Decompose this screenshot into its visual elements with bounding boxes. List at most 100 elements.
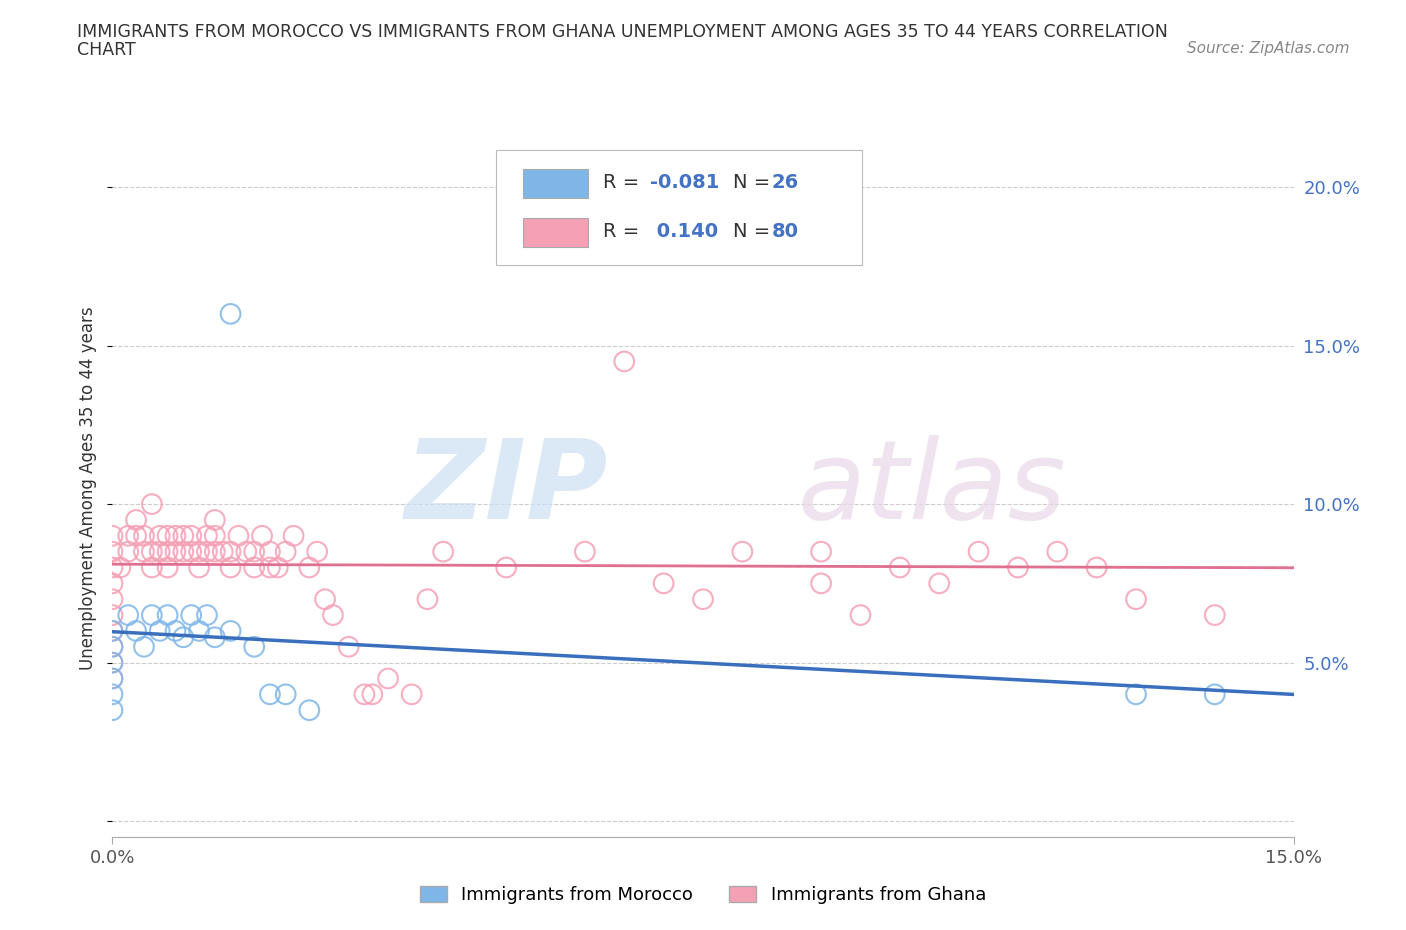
Point xyxy=(101,639,124,654)
Point xyxy=(188,623,211,638)
Point xyxy=(731,544,754,559)
Text: Source: ZipAtlas.com: Source: ZipAtlas.com xyxy=(1187,41,1350,56)
Point xyxy=(101,528,124,543)
Point xyxy=(298,703,321,718)
Point xyxy=(1204,687,1226,702)
Point xyxy=(141,607,163,622)
Point xyxy=(1007,560,1029,575)
Point xyxy=(322,607,344,622)
Text: 80: 80 xyxy=(772,222,799,241)
Point xyxy=(117,528,139,543)
Point xyxy=(283,528,305,543)
Point xyxy=(117,544,139,559)
Point xyxy=(195,607,218,622)
Point xyxy=(849,607,872,622)
Point xyxy=(928,576,950,591)
Point xyxy=(172,544,194,559)
Point xyxy=(141,497,163,512)
Point xyxy=(274,687,297,702)
FancyBboxPatch shape xyxy=(523,169,589,198)
Point xyxy=(195,544,218,559)
Point xyxy=(165,544,187,559)
Point xyxy=(117,607,139,622)
Point xyxy=(125,623,148,638)
Point xyxy=(337,639,360,654)
Point xyxy=(180,528,202,543)
Point xyxy=(188,544,211,559)
FancyBboxPatch shape xyxy=(496,150,862,265)
Point xyxy=(211,544,233,559)
Text: N =: N = xyxy=(733,173,776,193)
Point xyxy=(101,655,124,670)
Text: IMMIGRANTS FROM MOROCCO VS IMMIGRANTS FROM GHANA UNEMPLOYMENT AMONG AGES 35 TO 4: IMMIGRANTS FROM MOROCCO VS IMMIGRANTS FR… xyxy=(77,23,1168,41)
Point xyxy=(132,544,155,559)
Point xyxy=(101,623,124,638)
Text: R =: R = xyxy=(603,222,645,241)
Point xyxy=(243,560,266,575)
Point xyxy=(141,544,163,559)
FancyBboxPatch shape xyxy=(523,218,589,247)
Point xyxy=(243,639,266,654)
Point xyxy=(228,528,250,543)
Point xyxy=(259,544,281,559)
Point xyxy=(1204,607,1226,622)
Point xyxy=(132,528,155,543)
Point xyxy=(101,623,124,638)
Point xyxy=(259,687,281,702)
Point xyxy=(298,560,321,575)
Point xyxy=(219,544,242,559)
Point xyxy=(149,544,172,559)
Point xyxy=(165,528,187,543)
Point xyxy=(314,591,336,606)
Point xyxy=(889,560,911,575)
Point xyxy=(416,591,439,606)
Point xyxy=(353,687,375,702)
Point xyxy=(967,544,990,559)
Text: N =: N = xyxy=(733,222,776,241)
Point xyxy=(101,544,124,559)
Text: ZIP: ZIP xyxy=(405,434,609,542)
Point xyxy=(495,560,517,575)
Point xyxy=(101,607,124,622)
Point xyxy=(534,227,557,242)
Text: R =: R = xyxy=(603,173,645,193)
Point xyxy=(188,560,211,575)
Point xyxy=(1085,560,1108,575)
Point xyxy=(172,528,194,543)
Text: 0.140: 0.140 xyxy=(650,222,718,241)
Point xyxy=(110,560,132,575)
Text: 26: 26 xyxy=(772,173,799,193)
Point xyxy=(204,528,226,543)
Point xyxy=(156,560,179,575)
Point xyxy=(377,671,399,686)
Point xyxy=(204,512,226,527)
Point xyxy=(692,591,714,606)
Point xyxy=(101,655,124,670)
Point xyxy=(101,687,124,702)
Point xyxy=(180,607,202,622)
Point xyxy=(1125,591,1147,606)
Y-axis label: Unemployment Among Ages 35 to 44 years: Unemployment Among Ages 35 to 44 years xyxy=(79,307,97,670)
Point xyxy=(195,528,218,543)
Point xyxy=(652,576,675,591)
Point xyxy=(101,591,124,606)
Legend: Immigrants from Morocco, Immigrants from Ghana: Immigrants from Morocco, Immigrants from… xyxy=(412,879,994,911)
Point xyxy=(250,528,273,543)
Point xyxy=(259,560,281,575)
Point xyxy=(307,544,329,559)
Point xyxy=(180,544,202,559)
Point xyxy=(132,639,155,654)
Point xyxy=(125,512,148,527)
Point xyxy=(101,560,124,575)
Point xyxy=(810,544,832,559)
Point xyxy=(361,687,384,702)
Point xyxy=(1125,687,1147,702)
Point xyxy=(235,544,257,559)
Point xyxy=(165,623,187,638)
Point xyxy=(1046,544,1069,559)
Point xyxy=(219,307,242,322)
Point xyxy=(613,354,636,369)
Point xyxy=(432,544,454,559)
Point xyxy=(267,560,290,575)
Text: -0.081: -0.081 xyxy=(650,173,720,193)
